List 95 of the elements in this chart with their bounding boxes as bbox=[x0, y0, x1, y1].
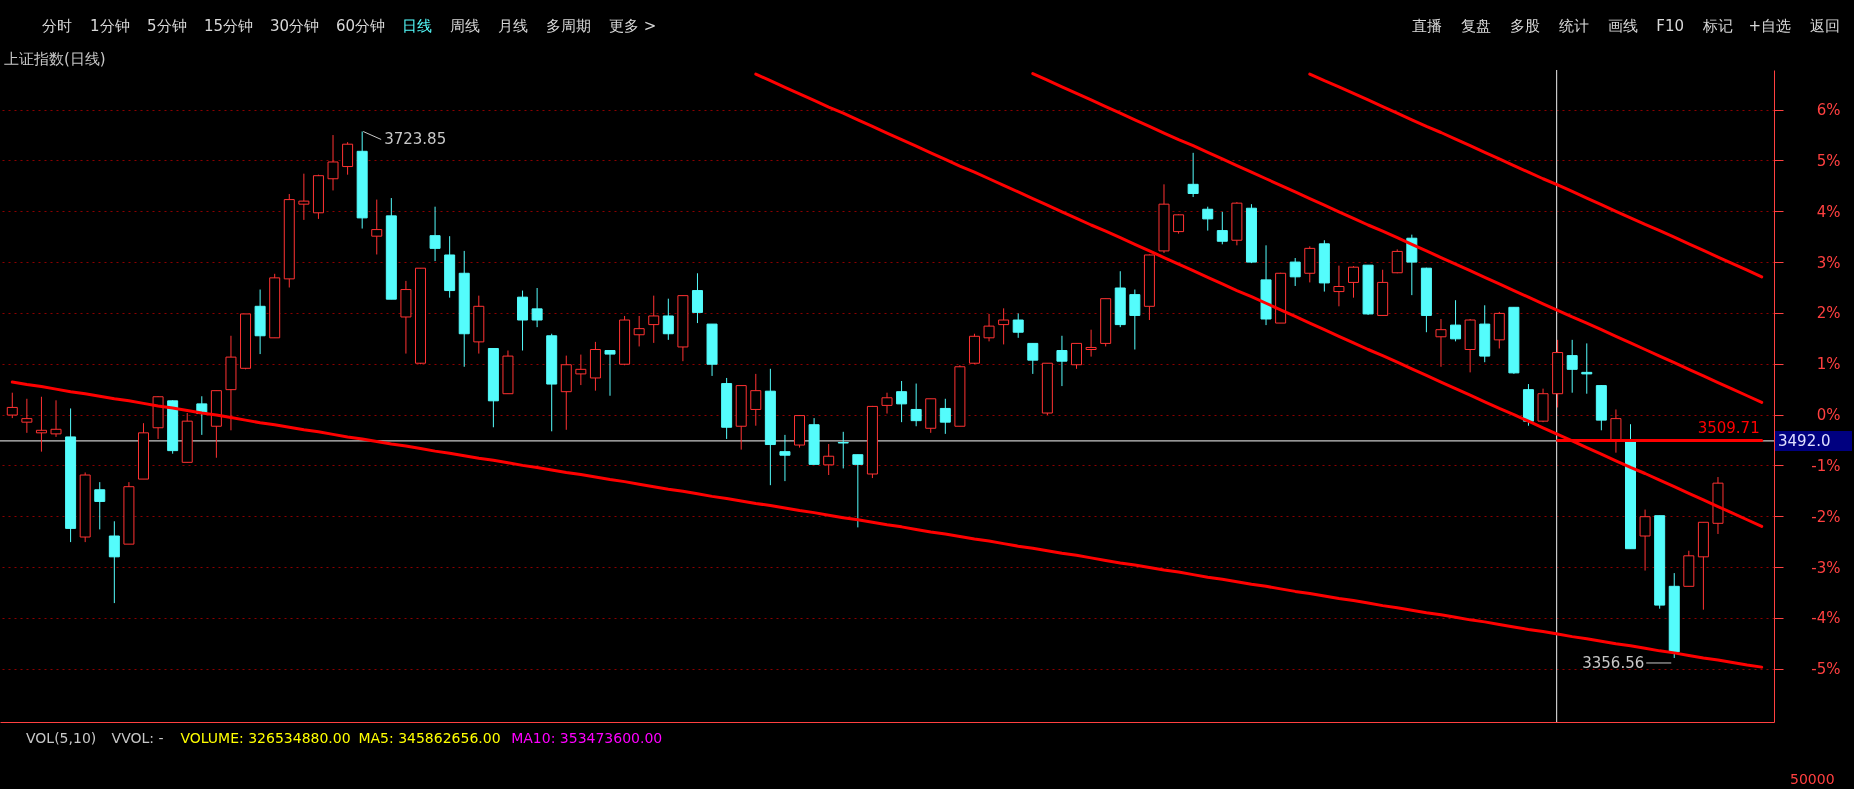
text: 多股 bbox=[1510, 17, 1540, 35]
text: 返回 bbox=[1810, 17, 1840, 35]
text: 50000 bbox=[1790, 771, 1835, 787]
candlestick bbox=[531, 287, 543, 328]
candlestick bbox=[429, 206, 441, 262]
y-tick-label: 0% bbox=[1816, 406, 1841, 425]
candlestick bbox=[1071, 342, 1083, 370]
text: 统计 bbox=[1559, 17, 1589, 35]
candlestick bbox=[691, 272, 703, 324]
candlestick bbox=[1289, 257, 1301, 287]
candlestick bbox=[852, 454, 864, 528]
y-tick-label: -2% bbox=[1811, 507, 1841, 526]
candlestick bbox=[108, 520, 120, 604]
y-tick-label: 5% bbox=[1816, 151, 1841, 170]
candlestick bbox=[823, 443, 835, 476]
text: MA10: 353473600.00 bbox=[511, 730, 663, 746]
line-series bbox=[10, 380, 1764, 669]
text: VVOL: - bbox=[111, 730, 164, 746]
candlestick bbox=[1566, 339, 1578, 394]
candlestick bbox=[371, 199, 383, 255]
y-tick-label: 4% bbox=[1816, 202, 1841, 221]
text: 日线 bbox=[402, 17, 432, 35]
text: 月线 bbox=[498, 17, 528, 35]
candlestick bbox=[1187, 152, 1199, 198]
candlestick bbox=[342, 141, 354, 176]
candlestick bbox=[1202, 206, 1214, 232]
candlestick bbox=[896, 380, 908, 423]
candlestick bbox=[939, 398, 951, 435]
text: 复盘 bbox=[1461, 17, 1491, 35]
candlestick bbox=[1610, 408, 1622, 454]
text: 分时 bbox=[42, 17, 72, 35]
y-tick-label: 1% bbox=[1816, 355, 1841, 374]
candlestick bbox=[837, 431, 849, 469]
candlestick bbox=[881, 392, 893, 415]
y-tick-label: -5% bbox=[1811, 660, 1841, 679]
candlestick bbox=[1435, 318, 1447, 368]
candlestick bbox=[21, 398, 33, 434]
candlestick bbox=[998, 307, 1010, 345]
candlestick bbox=[779, 434, 791, 482]
text: VOL(5,10) bbox=[26, 730, 97, 746]
candlestick bbox=[1450, 299, 1462, 342]
candlestick bbox=[750, 373, 762, 427]
candlestick bbox=[910, 383, 922, 427]
candlestick bbox=[1639, 509, 1651, 572]
text: VOLUME: 326534880.00 bbox=[180, 730, 351, 746]
annotation: 3356.56 bbox=[1582, 653, 1645, 672]
candlestick bbox=[1581, 342, 1593, 395]
text: F10 bbox=[1656, 17, 1684, 35]
y-tick-label: -4% bbox=[1811, 609, 1841, 628]
candlestick bbox=[94, 481, 106, 530]
candlestick bbox=[517, 290, 529, 352]
candlestick bbox=[1056, 335, 1068, 387]
candlestick bbox=[1012, 312, 1024, 339]
text: 周线 bbox=[450, 17, 480, 35]
text: 1分钟 bbox=[90, 17, 130, 35]
candlestick bbox=[6, 392, 18, 419]
candlestick bbox=[633, 315, 645, 347]
text: 更多 > bbox=[609, 17, 657, 35]
text: +自选 bbox=[1748, 17, 1791, 35]
line-series bbox=[754, 72, 1764, 528]
candlestick bbox=[50, 399, 62, 438]
candlestick bbox=[1085, 329, 1097, 358]
line-series bbox=[1308, 72, 1764, 279]
text: 5分钟 bbox=[147, 17, 187, 35]
text: 60分钟 bbox=[336, 17, 386, 35]
candlestick bbox=[1027, 342, 1039, 375]
annotation: 3723.85 bbox=[384, 130, 447, 149]
y-tick-label: -3% bbox=[1811, 558, 1841, 577]
candlestick bbox=[298, 173, 310, 221]
candlestick bbox=[1216, 211, 1228, 245]
text: 30分钟 bbox=[270, 17, 320, 35]
text: MA5: 345862656.00 bbox=[358, 730, 501, 746]
text: 15分钟 bbox=[204, 17, 254, 35]
candlestick bbox=[983, 313, 995, 342]
text: 标记 bbox=[1702, 17, 1733, 35]
candlestick bbox=[1348, 265, 1360, 299]
y-tick-label: 3% bbox=[1816, 253, 1841, 272]
text: 画线 bbox=[1608, 17, 1638, 35]
candlestick bbox=[1173, 213, 1185, 235]
series-label: 3509.71 bbox=[1697, 419, 1760, 438]
candlestick bbox=[575, 354, 587, 386]
candlestick bbox=[1333, 265, 1345, 307]
candlestick bbox=[1129, 289, 1141, 350]
text: 多周期 bbox=[546, 17, 591, 35]
chart-title: 上证指数(日线) bbox=[4, 50, 106, 68]
y-tick-label: -1% bbox=[1811, 456, 1841, 475]
text: 直播 bbox=[1412, 17, 1442, 35]
line-series bbox=[1031, 72, 1764, 404]
candlestick bbox=[604, 350, 616, 397]
candlestick bbox=[327, 134, 339, 191]
candlestick bbox=[648, 295, 660, 344]
text: 3492.0 bbox=[1778, 431, 1831, 450]
y-tick-label: 6% bbox=[1816, 101, 1841, 120]
y-tick-label: 2% bbox=[1816, 304, 1841, 323]
candlestick bbox=[662, 298, 674, 341]
